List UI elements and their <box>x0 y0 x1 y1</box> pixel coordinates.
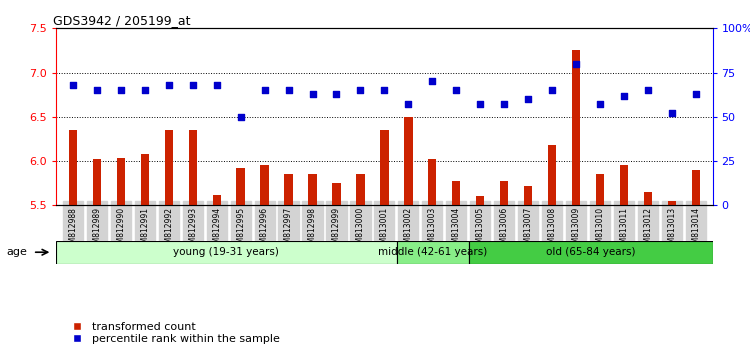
Point <box>450 87 462 93</box>
Bar <box>524 186 532 205</box>
Bar <box>212 195 221 205</box>
Bar <box>572 51 580 205</box>
Text: GDS3942 / 205199_at: GDS3942 / 205199_at <box>53 14 190 27</box>
Bar <box>548 145 556 205</box>
Bar <box>397 241 470 264</box>
Bar <box>380 130 388 205</box>
Point <box>187 82 199 88</box>
Legend: transformed count, percentile rank within the sample: transformed count, percentile rank withi… <box>62 317 284 348</box>
Point <box>426 79 438 84</box>
Point <box>618 93 630 98</box>
Bar <box>117 158 125 205</box>
Bar <box>93 159 101 205</box>
Bar <box>596 175 604 205</box>
Bar <box>236 168 244 205</box>
Point <box>474 102 486 107</box>
Text: age: age <box>6 247 27 257</box>
Point <box>331 91 343 97</box>
Point <box>594 102 606 107</box>
Point <box>163 82 175 88</box>
Point <box>259 87 271 93</box>
Point <box>355 87 367 93</box>
Bar <box>56 241 397 264</box>
Bar <box>668 201 676 205</box>
Bar <box>476 196 484 205</box>
Point <box>570 61 582 67</box>
Point <box>522 96 534 102</box>
Bar <box>332 183 340 205</box>
Point <box>235 114 247 120</box>
Point <box>283 87 295 93</box>
Bar <box>308 175 316 205</box>
Bar <box>620 166 628 205</box>
Bar <box>644 192 652 205</box>
Point <box>378 87 390 93</box>
Bar <box>141 154 149 205</box>
Point <box>666 110 678 116</box>
Bar <box>470 241 712 264</box>
Bar <box>260 166 268 205</box>
Bar <box>356 175 364 205</box>
Text: old (65-84 years): old (65-84 years) <box>546 247 636 257</box>
Bar <box>188 130 197 205</box>
Point <box>139 87 151 93</box>
Point <box>690 91 702 97</box>
Point <box>402 102 414 107</box>
Bar <box>452 181 460 205</box>
Bar <box>284 175 292 205</box>
Point <box>307 91 319 97</box>
Point <box>642 87 654 93</box>
Point <box>91 87 103 93</box>
Bar <box>404 117 412 205</box>
Bar <box>692 170 700 205</box>
Bar <box>428 159 436 205</box>
Point <box>211 82 223 88</box>
Point <box>498 102 510 107</box>
Point <box>115 87 127 93</box>
Point <box>67 82 79 88</box>
Bar <box>69 130 77 205</box>
Text: young (19-31 years): young (19-31 years) <box>173 247 279 257</box>
Bar <box>500 181 508 205</box>
Bar <box>165 130 173 205</box>
Text: middle (42-61 years): middle (42-61 years) <box>378 247 488 257</box>
Point <box>546 87 558 93</box>
